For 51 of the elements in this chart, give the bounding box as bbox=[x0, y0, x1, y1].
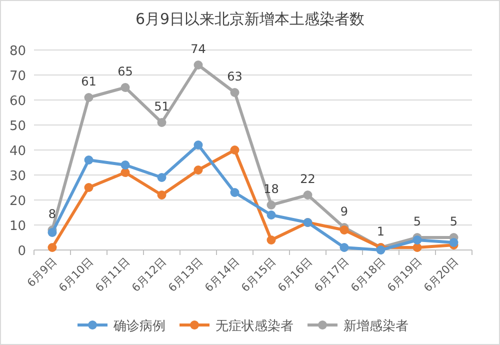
point bbox=[376, 246, 386, 254]
point bbox=[48, 228, 57, 237]
point bbox=[84, 183, 94, 192]
data-label: 5 bbox=[450, 214, 458, 228]
point bbox=[84, 156, 94, 164]
y-tick-label: 80 bbox=[9, 44, 26, 59]
point bbox=[120, 168, 130, 177]
y-tick-label: 70 bbox=[9, 69, 26, 84]
data-label: 18 bbox=[264, 182, 279, 196]
point bbox=[84, 93, 94, 102]
point bbox=[194, 140, 203, 150]
point bbox=[120, 160, 130, 170]
point bbox=[157, 190, 166, 200]
data-label: 22 bbox=[300, 172, 316, 186]
y-tick-label: 30 bbox=[9, 169, 26, 184]
data-label: 9 bbox=[340, 204, 348, 218]
legend-label: 新增感染者 bbox=[344, 319, 408, 334]
point bbox=[194, 60, 203, 70]
title: 6月9日以来北京新增本土感染者数 bbox=[135, 10, 365, 28]
point bbox=[266, 210, 276, 220]
point bbox=[230, 146, 240, 154]
data-label: 8 bbox=[48, 207, 56, 221]
point bbox=[340, 226, 349, 234]
point bbox=[266, 236, 276, 244]
legend-label: 确诊病例 bbox=[112, 319, 166, 334]
legend-label: 无症状感染者 bbox=[216, 319, 294, 334]
point bbox=[340, 243, 349, 252]
point bbox=[194, 166, 203, 174]
data-label: 1 bbox=[376, 224, 385, 238]
data-label: 74 bbox=[190, 42, 206, 56]
y-tick-label: 50 bbox=[9, 119, 26, 134]
point bbox=[120, 83, 130, 92]
y-tick-label: 0 bbox=[18, 244, 26, 259]
point bbox=[157, 118, 166, 127]
data-label: 5 bbox=[413, 214, 422, 228]
data-label: 63 bbox=[227, 70, 242, 84]
data-label: 65 bbox=[118, 64, 133, 78]
y-tick-label: 40 bbox=[9, 144, 26, 159]
y-tick-label: 10 bbox=[9, 219, 26, 234]
point bbox=[48, 243, 57, 252]
point bbox=[157, 173, 166, 182]
point bbox=[230, 88, 240, 97]
point bbox=[230, 188, 240, 197]
point bbox=[266, 200, 276, 210]
data-label: 51 bbox=[154, 100, 170, 114]
point bbox=[449, 238, 458, 247]
point bbox=[412, 236, 422, 244]
y-tick-label: 60 bbox=[9, 94, 26, 109]
y-tick-label: 20 bbox=[9, 194, 26, 209]
point bbox=[303, 190, 312, 200]
data-label: 61 bbox=[81, 74, 96, 88]
